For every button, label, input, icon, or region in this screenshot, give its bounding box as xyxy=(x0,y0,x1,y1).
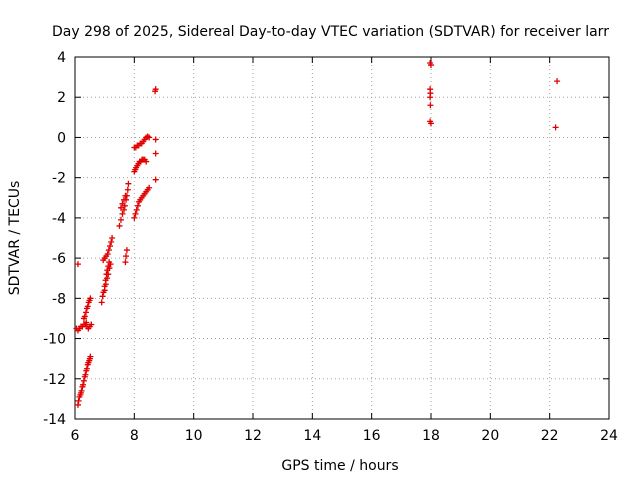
data-point xyxy=(552,124,559,131)
data-point xyxy=(81,313,88,320)
data-point xyxy=(120,196,127,203)
data-point xyxy=(116,222,123,229)
y-tick-label: -4 xyxy=(52,211,66,227)
data-point xyxy=(104,275,111,282)
data-point xyxy=(75,397,82,404)
data-point xyxy=(152,136,159,143)
x-tick-label: 24 xyxy=(600,428,618,444)
data-point xyxy=(146,134,153,141)
data-point xyxy=(82,371,89,378)
data-point xyxy=(99,293,106,300)
data-point xyxy=(554,78,561,85)
x-tick-label: 16 xyxy=(363,428,381,444)
x-tick-label: 10 xyxy=(185,428,203,444)
y-tick-label: 2 xyxy=(57,90,66,106)
data-point xyxy=(427,94,434,101)
x-tick-label: 22 xyxy=(541,428,559,444)
data-point xyxy=(83,365,90,372)
data-point xyxy=(152,86,159,93)
data-point xyxy=(102,281,109,288)
data-point xyxy=(105,271,112,278)
grid-lines xyxy=(75,57,609,419)
chart-title: Day 298 of 2025, Sidereal Day-to-day VTE… xyxy=(52,24,609,40)
data-point xyxy=(427,102,434,109)
data-point xyxy=(131,214,138,221)
y-tick-labels: 4 2 0 -2 -4 -6 -8 -10 -12 -14 xyxy=(43,50,66,428)
data-point xyxy=(122,259,129,266)
data-point xyxy=(108,239,115,246)
y-tick-label: -2 xyxy=(52,171,66,187)
x-tick-label: 18 xyxy=(422,428,440,444)
data-point xyxy=(106,265,113,272)
data-point xyxy=(152,176,159,183)
y-tick-label: 0 xyxy=(57,130,66,146)
x-tick-label: 12 xyxy=(244,428,262,444)
y-tick-label: -10 xyxy=(43,332,66,348)
data-point xyxy=(84,303,91,310)
data-point xyxy=(133,206,140,213)
x-tick-label: 6 xyxy=(71,428,80,444)
data-point xyxy=(123,253,130,260)
data-point xyxy=(132,210,139,217)
data-point xyxy=(107,261,114,268)
data-point xyxy=(98,299,105,306)
data-point xyxy=(107,243,114,250)
data-point xyxy=(119,200,126,207)
y-tick-label: -12 xyxy=(43,372,66,388)
data-point xyxy=(428,62,434,69)
data-point xyxy=(104,251,111,258)
data-point xyxy=(87,295,94,302)
data-point xyxy=(105,247,112,254)
data-point xyxy=(80,377,87,384)
x-tick-labels: 6 8 10 12 14 16 18 20 22 24 xyxy=(71,428,618,444)
data-point xyxy=(146,184,153,191)
y-tick-label: 4 xyxy=(57,50,66,66)
plot-frame xyxy=(74,56,610,420)
x-axis-label: GPS time / hours xyxy=(281,458,398,474)
data-point xyxy=(143,158,150,165)
y-axis-label: SDTVAR / TECUs xyxy=(7,181,23,296)
data-point xyxy=(124,186,131,193)
data-point xyxy=(82,309,89,316)
data-point xyxy=(117,216,124,223)
x-tick-label: 14 xyxy=(303,428,321,444)
data-point xyxy=(78,387,85,394)
data-points xyxy=(73,60,561,408)
axis-ticks xyxy=(74,56,610,420)
y-tick-label: -8 xyxy=(52,291,66,307)
data-point xyxy=(122,192,129,199)
data-point xyxy=(119,210,126,217)
data-point xyxy=(125,180,132,187)
data-point xyxy=(117,204,124,211)
data-point xyxy=(123,247,130,254)
data-point xyxy=(87,353,94,360)
data-point xyxy=(74,261,81,268)
data-point xyxy=(109,235,116,241)
y-tick-label: -14 xyxy=(43,412,66,428)
x-tick-label: 8 xyxy=(130,428,139,444)
data-point xyxy=(428,120,434,127)
x-tick-label: 20 xyxy=(481,428,499,444)
data-point xyxy=(101,287,108,294)
data-point xyxy=(88,321,95,328)
y-tick-label: -6 xyxy=(52,251,66,267)
data-point xyxy=(152,150,159,157)
data-point xyxy=(134,202,141,209)
data-point xyxy=(80,381,87,388)
